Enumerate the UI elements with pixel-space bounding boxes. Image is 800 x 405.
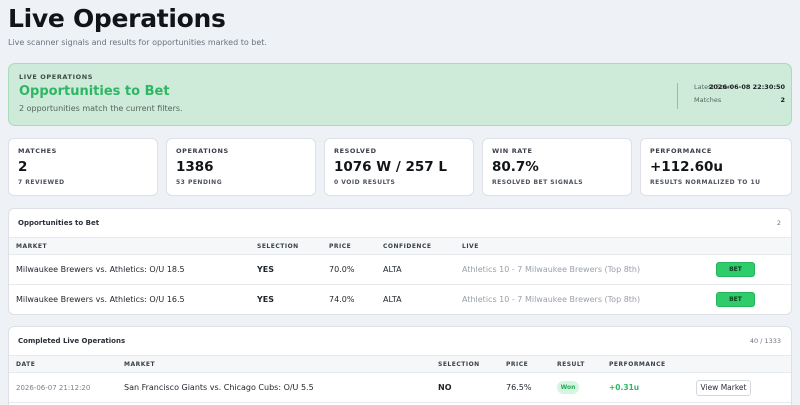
column-header-selection: SELECTION — [257, 243, 299, 250]
hero-title: Opportunities to Bet — [19, 84, 170, 99]
table-header: MARKET SELECTION PRICE CONFIDENCE LIVE — [9, 237, 791, 255]
column-header-price: PRICE — [329, 243, 352, 250]
stat-card-resolved: RESOLVED 1076 W / 257 L 0 VOID RESULTS — [324, 138, 474, 196]
column-header-live: LIVE — [462, 243, 479, 250]
selection-cell: NO — [438, 383, 452, 392]
hero-subtitle: 2 opportunities match the current filter… — [19, 104, 183, 113]
table-row: 2026-06-07 21:12:20 San Francisco Giants… — [9, 373, 791, 403]
stat-label: PERFORMANCE — [650, 147, 712, 155]
price-cell: 70.0% — [329, 265, 355, 274]
panel-count: 40 / 1333 — [749, 337, 781, 345]
scan-meta: Latest Scan 2026-06-08 22:30:50 Matches … — [677, 83, 785, 109]
performance-cell: +0.31u — [609, 383, 640, 392]
stat-card-operations: OPERATIONS 1386 53 PENDING — [166, 138, 316, 196]
price-cell: 76.5% — [506, 383, 532, 392]
market-cell: San Francisco Giants vs. Chicago Cubs: O… — [124, 383, 314, 392]
panel-count: 2 — [776, 219, 781, 227]
column-header-price: PRICE — [506, 361, 529, 368]
column-header-market: MARKET — [124, 361, 156, 368]
live-score-cell: Athletics 10 - 7 Milwaukee Brewers (Top … — [462, 265, 641, 274]
matches-value: 2 — [780, 96, 785, 104]
stat-label: MATCHES — [18, 147, 57, 155]
page-subtitle: Live scanner signals and results for opp… — [8, 38, 267, 47]
page-title: Live Operations — [8, 4, 226, 33]
date-cell: 2026-06-07 21:12:20 — [16, 384, 91, 392]
market-cell: Milwaukee Brewers vs. Athletics: O/U 18.… — [16, 265, 185, 274]
stat-note: RESOLVED BET SIGNALS — [492, 179, 584, 186]
hero-banner: LIVE OPERATIONS Opportunities to Bet 2 o… — [8, 63, 792, 126]
result-badge: Won — [557, 381, 579, 394]
stat-label: OPERATIONS — [176, 147, 229, 155]
latest-scan-value: 2026-06-08 22:30:50 — [708, 83, 785, 91]
live-score-cell: Athletics 10 - 7 Milwaukee Brewers (Top … — [462, 295, 641, 304]
table-header: DATE MARKET SELECTION PRICE RESULT PERFO… — [9, 355, 791, 373]
stat-note: RESULTS NORMALIZED TO 1U — [650, 179, 761, 186]
stat-note: 7 REVIEWED — [18, 179, 65, 186]
stat-label: WIN RATE — [492, 147, 533, 155]
market-cell: Milwaukee Brewers vs. Athletics: O/U 16.… — [16, 295, 185, 304]
hero-eyebrow: LIVE OPERATIONS — [19, 73, 94, 81]
bet-button[interactable]: BET — [716, 292, 755, 307]
latest-scan-label: Latest Scan — [694, 83, 732, 91]
column-header-date: DATE — [16, 361, 36, 368]
stat-note: 0 VOID RESULTS — [334, 179, 396, 186]
panel-title: Opportunities to Bet — [18, 219, 100, 227]
column-header-performance: PERFORMANCE — [609, 361, 666, 368]
stat-card-matches: MATCHES 2 7 REVIEWED — [8, 138, 158, 196]
stat-value: 1076 W / 257 L — [334, 159, 447, 175]
selection-cell: YES — [257, 265, 275, 274]
selection-cell: YES — [257, 295, 275, 304]
column-header-confidence: CONFIDENCE — [383, 243, 432, 250]
latest-scan-row: Latest Scan 2026-06-08 22:30:50 — [686, 83, 785, 94]
column-header-selection: SELECTION — [438, 361, 480, 368]
completed-operations-panel: Completed Live Operations 40 / 1333 DATE… — [8, 326, 792, 405]
column-header-result: RESULT — [557, 361, 585, 368]
table-row: Milwaukee Brewers vs. Athletics: O/U 16.… — [9, 285, 791, 314]
matches-row: Matches 2 — [686, 96, 785, 107]
confidence-cell: ALTA — [383, 265, 402, 274]
price-cell: 74.0% — [329, 295, 355, 304]
table-row: Milwaukee Brewers vs. Athletics: O/U 18.… — [9, 255, 791, 285]
panel-header: Opportunities to Bet 2 — [9, 209, 791, 237]
stat-value: +112.60u — [650, 159, 724, 175]
column-header-market: MARKET — [16, 243, 48, 250]
bet-button[interactable]: BET — [716, 262, 755, 277]
panel-title: Completed Live Operations — [18, 337, 126, 345]
stat-card-win-rate: WIN RATE 80.7% RESOLVED BET SIGNALS — [482, 138, 632, 196]
stat-label: RESOLVED — [334, 147, 377, 155]
view-market-button[interactable]: View Market — [696, 380, 751, 396]
stat-card-performance: PERFORMANCE +112.60u RESULTS NORMALIZED … — [640, 138, 792, 196]
opportunities-panel: Opportunities to Bet 2 MARKET SELECTION … — [8, 208, 792, 315]
panel-header: Completed Live Operations 40 / 1333 — [9, 327, 791, 355]
confidence-cell: ALTA — [383, 295, 402, 304]
stat-note: 53 PENDING — [176, 179, 223, 186]
stat-value: 1386 — [176, 159, 214, 175]
matches-label: Matches — [694, 96, 722, 104]
stat-value: 80.7% — [492, 159, 539, 175]
stat-value: 2 — [18, 159, 28, 175]
